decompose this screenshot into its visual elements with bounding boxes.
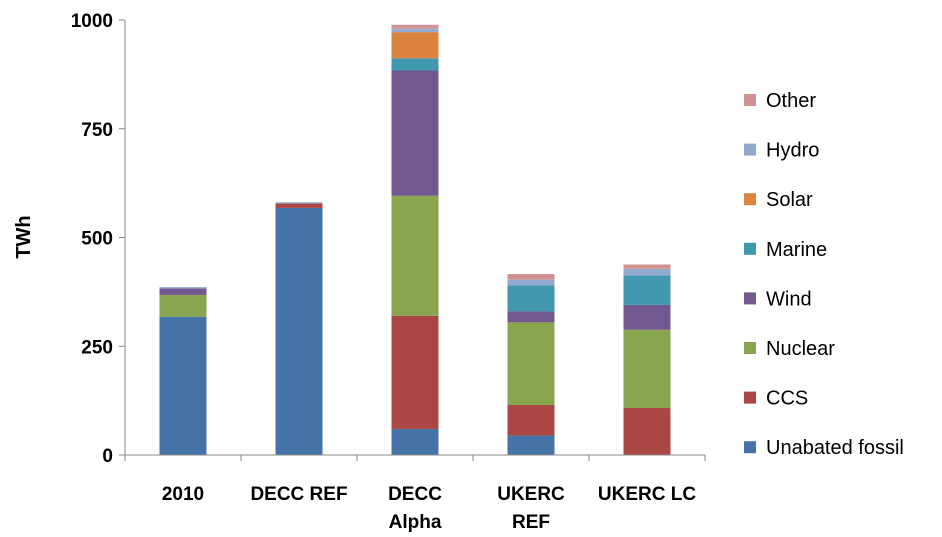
x-category-label-line: DECC REF: [250, 484, 347, 505]
legend-label: Unabated fossil: [766, 437, 904, 459]
y-tick-label: 0: [102, 446, 113, 467]
bar-segment-hydro: [159, 287, 207, 289]
bar-segment-solar: [391, 32, 439, 59]
x-category-label: DECC REF: [250, 484, 347, 505]
x-category-label: UKERC REF: [497, 484, 565, 533]
x-category-label-line: Alpha: [389, 512, 442, 533]
y-tick-label: 750: [81, 120, 113, 141]
x-category-labels: 2010 DECC REF DECC Alpha UKERC REF UKERC LC: [162, 484, 696, 533]
bar-segment-wind: [623, 304, 671, 330]
y-tick-label: 500: [81, 229, 113, 250]
bar-segment-other: [507, 274, 555, 280]
legend-swatch: [744, 441, 756, 454]
bar-segment-hydro: [275, 202, 323, 204]
bars: [159, 24, 671, 455]
bar-segment-other: [391, 24, 439, 29]
bar-segment-nuclear: [507, 322, 555, 405]
legend-item: Nuclear: [744, 338, 835, 360]
bar-segment-ccs: [275, 203, 323, 208]
legend-label: Marine: [766, 239, 827, 261]
legend-label: Other: [766, 90, 816, 112]
legend-item: CCS: [744, 388, 808, 410]
y-axis-label: TWh: [13, 215, 35, 258]
bar-segment-ccs: [391, 315, 439, 429]
legend-swatch: [744, 342, 756, 354]
bar-segment-unabated-fossil: [159, 316, 207, 455]
bar-segment-unabated-fossil: [391, 428, 439, 455]
bar-segment-marine: [623, 275, 671, 305]
legend-item: Wind: [744, 288, 812, 310]
y-tick-label: 1000: [71, 11, 113, 32]
axes: [119, 19, 706, 461]
bar-segment-unabated-fossil: [507, 435, 555, 455]
bar-segment-nuclear: [623, 329, 671, 409]
legend: Other Hydro Solar Marine Wind Nuclear CCS Unaba…: [744, 90, 904, 459]
bar-segment-nuclear: [391, 195, 439, 316]
x-category-label-line: REF: [512, 512, 550, 533]
bar-segment-ccs: [623, 408, 671, 455]
y-tick-label: 250: [81, 337, 113, 358]
bar-segment-hydro: [623, 268, 671, 276]
bar-segment-hydro: [391, 28, 439, 33]
bar-segment-wind: [159, 288, 207, 295]
x-category-label: UKERC LC: [598, 484, 696, 505]
bar-segment-wind: [391, 70, 439, 196]
x-category-label-line: 2010: [162, 484, 204, 505]
bar-segment-ccs: [507, 404, 555, 436]
legend-label: Hydro: [766, 140, 819, 162]
x-category-label: 2010: [162, 484, 204, 505]
x-category-label-line: UKERC: [497, 484, 565, 505]
bar-segment-marine: [391, 58, 439, 71]
legend-item: Marine: [744, 239, 827, 261]
bar-segment-marine: [507, 285, 555, 312]
legend-label: Wind: [766, 288, 812, 310]
bar-segment-nuclear: [159, 294, 207, 317]
legend-item: Hydro: [744, 140, 819, 162]
legend-item: Other: [744, 90, 816, 112]
legend-swatch: [744, 292, 756, 305]
bar-segment-unabated-fossil: [275, 207, 323, 455]
bar-segment-wind: [507, 311, 555, 323]
x-category-label: DECC Alpha: [388, 484, 442, 533]
y-tick-labels: 0 250 500 750 1000: [71, 11, 113, 467]
legend-swatch: [744, 242, 756, 255]
bar-segment-hydro: [507, 279, 555, 286]
legend-label: Solar: [766, 189, 813, 211]
bar-segment-other: [623, 264, 671, 269]
legend-swatch: [744, 391, 756, 404]
legend-item: Solar: [744, 189, 813, 211]
x-category-label-line: DECC: [388, 484, 442, 505]
legend-label: Nuclear: [766, 338, 835, 360]
legend-item: Unabated fossil: [744, 437, 904, 459]
legend-label: CCS: [766, 388, 808, 410]
legend-swatch: [744, 143, 756, 156]
x-category-label-line: UKERC LC: [598, 484, 696, 505]
legend-swatch: [744, 193, 756, 206]
legend-swatch: [744, 94, 756, 106]
